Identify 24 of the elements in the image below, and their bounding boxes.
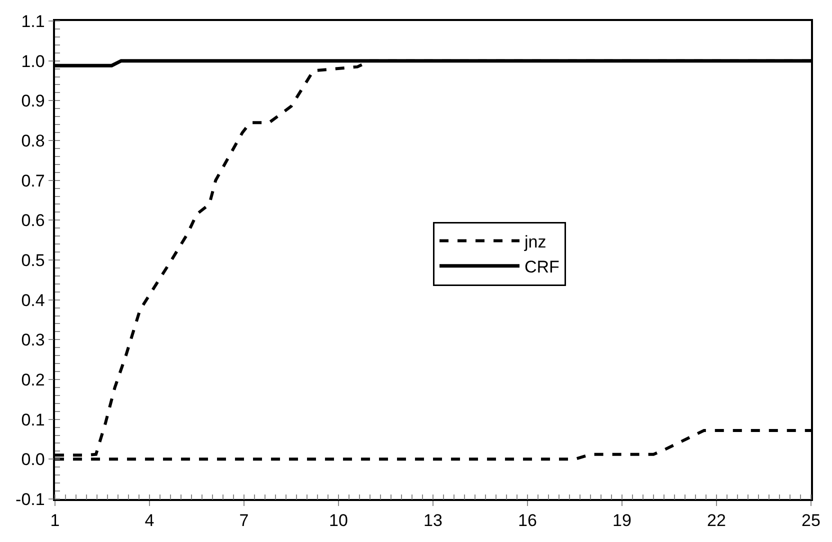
y-tick-label: 0.5 [21, 250, 45, 270]
x-tick-label: 10 [329, 511, 348, 530]
x-tick-label: 22 [707, 511, 726, 530]
x-tick-label: 7 [239, 511, 249, 530]
x-tick-label: 1 [50, 511, 60, 530]
y-tick-label: 0.2 [21, 370, 45, 390]
x-tick-label: 4 [144, 511, 154, 530]
x-tick-label: 19 [612, 511, 632, 530]
x-tick-label: 25 [802, 511, 820, 530]
y-tick-label: 0.1 [21, 410, 45, 430]
y-tick-label: 1.1 [21, 12, 45, 31]
y-tick-label: 0.8 [21, 131, 45, 150]
legend-label: jnz [524, 232, 546, 252]
x-tick-label: 13 [424, 511, 442, 530]
y-tick-label: 0.3 [21, 330, 45, 350]
legend-label: CRF [524, 258, 560, 277]
y-tick-label: 0.4 [21, 290, 45, 310]
y-tick-label: -0.1 [16, 490, 45, 509]
y-tick-label: 0.0 [21, 450, 45, 470]
y-tick-label: 1.0 [21, 52, 45, 71]
x-tick-label: 16 [518, 511, 537, 530]
y-tick-label: 0.6 [21, 211, 45, 230]
y-tick-label: 0.7 [21, 171, 45, 190]
y-tick-label: 0.9 [21, 92, 45, 111]
